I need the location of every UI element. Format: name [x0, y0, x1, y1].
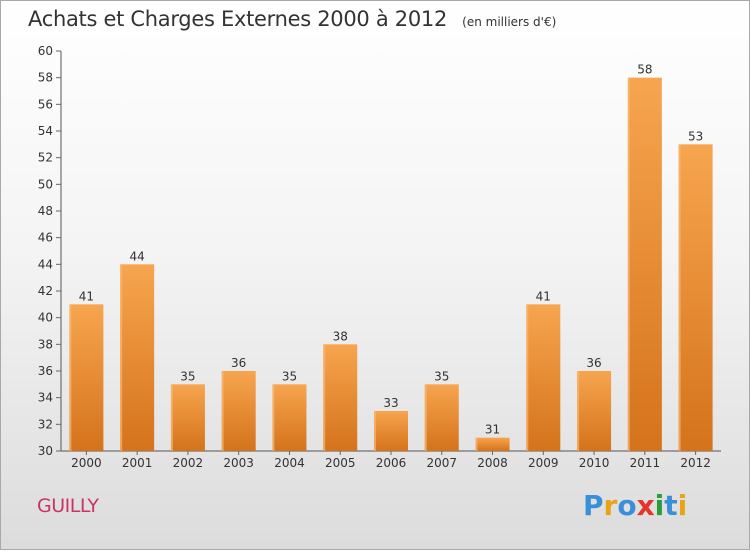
data-label: 35 [282, 369, 297, 383]
x-tick-label: 2011 [630, 456, 661, 470]
bar-highlight [577, 371, 580, 451]
x-tick-label: 2012 [680, 456, 711, 470]
x-tick-label: 2007 [426, 456, 457, 470]
bar-highlight [424, 384, 427, 451]
data-label: 41 [536, 289, 551, 303]
bar [374, 411, 408, 451]
x-tick-label: 2010 [579, 456, 610, 470]
town-name: GUILLY [37, 495, 99, 517]
data-label: 38 [333, 329, 348, 343]
y-tick-label: 42 [38, 284, 53, 298]
chart-title: Achats et Charges Externes 2000 à 2012 [28, 7, 448, 31]
y-tick-label: 40 [38, 311, 53, 325]
bar [577, 371, 612, 451]
y-tick-label: 44 [38, 257, 53, 271]
title-area: Achats et Charges Externes 2000 à 2012 (… [28, 7, 556, 31]
y-tick-label: 46 [38, 231, 53, 245]
y-tick-label: 60 [38, 44, 53, 58]
data-label: 35 [180, 369, 195, 383]
x-tick-label: 2001 [122, 456, 153, 470]
data-label: 36 [231, 356, 246, 370]
bar-highlight [272, 384, 275, 451]
y-tick-label: 36 [38, 364, 53, 378]
bar [627, 77, 662, 452]
y-tick-label: 52 [38, 151, 53, 165]
y-tick-label: 48 [38, 204, 53, 218]
bar [323, 344, 358, 451]
bar [170, 384, 205, 451]
data-label: 41 [79, 289, 94, 303]
bar [678, 144, 713, 452]
x-tick-label: 2009 [528, 456, 559, 470]
y-tick-label: 58 [38, 71, 53, 85]
bar-highlight [120, 264, 123, 451]
data-label: 44 [130, 249, 145, 263]
data-label: 53 [688, 129, 703, 143]
data-label: 33 [383, 396, 398, 410]
data-label: 58 [637, 63, 652, 77]
data-label: 35 [434, 369, 449, 383]
logo-letter: x [636, 489, 655, 522]
bar-highlight [678, 144, 681, 452]
y-tick-label: 38 [38, 337, 53, 351]
bar-highlight [374, 411, 376, 451]
logo-letter: i [677, 489, 688, 522]
bar [221, 371, 256, 451]
data-label: 31 [485, 423, 500, 437]
bar-highlight [323, 344, 326, 451]
x-tick-label: 2002 [173, 456, 204, 470]
x-tick-label: 2003 [223, 456, 254, 470]
y-tick-label: 54 [38, 124, 53, 138]
proxiti-logo: Proxiti [583, 489, 687, 522]
bar-highlight [475, 437, 478, 451]
logo-letter: i [654, 489, 665, 522]
y-tick-label: 56 [38, 97, 53, 111]
x-tick-label: 2004 [274, 456, 305, 470]
bar-highlight [526, 304, 529, 451]
y-tick-label: 50 [38, 177, 53, 191]
bar [69, 304, 104, 451]
y-tick-label: 30 [38, 444, 53, 458]
bar-highlight [221, 371, 224, 451]
bar-highlight [627, 77, 630, 452]
bar [526, 304, 561, 451]
x-tick-label: 2006 [376, 456, 407, 470]
bar [475, 437, 510, 451]
bar-highlight [69, 304, 72, 451]
logo-letter: r [603, 489, 618, 522]
x-tick-label: 2005 [325, 456, 356, 470]
chart-unit: (en milliers d'€) [462, 15, 557, 29]
bar-highlight [170, 384, 173, 451]
bar [272, 384, 307, 451]
x-tick-label: 2008 [477, 456, 508, 470]
logo-letter: P [583, 489, 604, 522]
bar [120, 264, 155, 451]
data-label: 36 [586, 356, 601, 370]
y-tick-label: 34 [38, 391, 53, 405]
logo-letter: t [664, 489, 678, 522]
bar [424, 384, 459, 451]
x-tick-label: 2000 [71, 456, 102, 470]
y-tick-label: 32 [38, 417, 53, 431]
logo-letter: o [617, 489, 637, 522]
